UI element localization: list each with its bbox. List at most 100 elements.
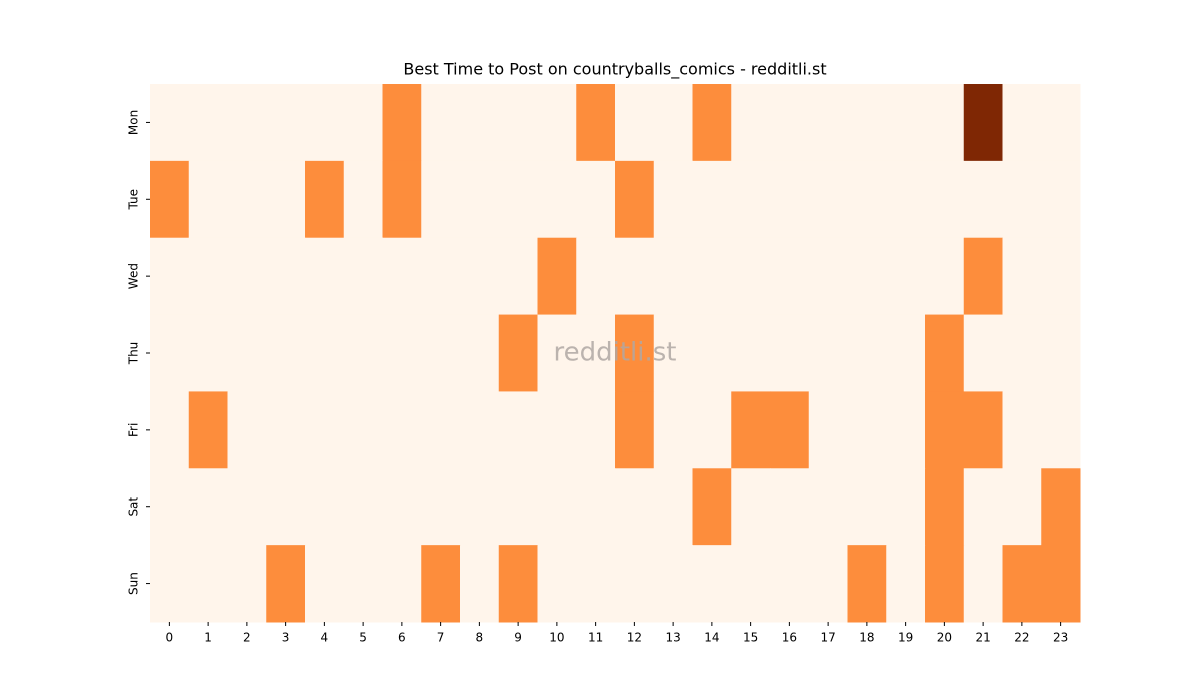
heat-cell xyxy=(808,391,848,469)
heat-cell xyxy=(925,545,965,623)
heat-cell xyxy=(188,237,228,316)
heat-cell xyxy=(1041,391,1081,469)
heat-cell xyxy=(305,237,345,316)
heat-cell xyxy=(925,84,965,162)
heat-cell xyxy=(925,314,965,392)
heat-cell xyxy=(460,160,500,239)
x-tick-label: 16 xyxy=(782,631,797,645)
heat-cell xyxy=(576,391,616,469)
heat-cell xyxy=(266,314,306,392)
heat-cell xyxy=(421,545,461,623)
heat-cell xyxy=(227,468,267,546)
heat-cell xyxy=(382,237,422,316)
heat-cell xyxy=(498,84,538,162)
heat-cell xyxy=(305,84,345,162)
heat-cell xyxy=(692,391,732,469)
heat-cell xyxy=(1002,237,1042,316)
heat-cell xyxy=(653,391,693,469)
heat-cell xyxy=(382,160,422,239)
heat-cell xyxy=(770,468,810,546)
heat-cell xyxy=(808,314,848,392)
heat-cell xyxy=(808,160,848,239)
heat-cell xyxy=(382,468,422,546)
heat-cell xyxy=(227,160,267,239)
heat-cell xyxy=(847,84,887,162)
heat-cell xyxy=(227,314,267,392)
heat-cell xyxy=(770,391,810,469)
heat-cell xyxy=(305,545,345,623)
heat-cell xyxy=(886,314,926,392)
heat-cell xyxy=(227,84,267,162)
heat-cell xyxy=(498,545,538,623)
heat-cell xyxy=(692,314,732,392)
heat-cell xyxy=(925,391,965,469)
heat-cell xyxy=(343,468,383,546)
heat-cell xyxy=(925,160,965,239)
heat-cell xyxy=(421,160,461,239)
heat-cell xyxy=(150,545,190,623)
heat-cell xyxy=(615,84,655,162)
heat-cell xyxy=(808,545,848,623)
heat-cell xyxy=(731,237,771,316)
heat-cell xyxy=(692,84,732,162)
heat-cell xyxy=(227,391,267,469)
x-tick-label: 4 xyxy=(321,631,329,645)
heat-cell xyxy=(150,237,190,316)
heat-cell xyxy=(886,84,926,162)
heat-cell xyxy=(460,545,500,623)
heat-cell xyxy=(847,468,887,546)
heat-cell xyxy=(886,391,926,469)
heat-cell xyxy=(653,314,693,392)
heat-cell xyxy=(770,237,810,316)
heat-cell xyxy=(421,237,461,316)
x-tick-label: 21 xyxy=(975,631,990,645)
y-tick-label: Sun xyxy=(127,572,141,595)
heat-cell xyxy=(615,160,655,239)
x-tick-label: 20 xyxy=(937,631,952,645)
heat-cell xyxy=(692,468,732,546)
heat-cell xyxy=(615,391,655,469)
x-tick-label: 14 xyxy=(704,631,719,645)
heat-cell xyxy=(537,391,577,469)
heat-cell xyxy=(343,160,383,239)
heat-cell xyxy=(537,545,577,623)
heat-cell xyxy=(460,391,500,469)
heat-cell xyxy=(382,314,422,392)
heat-cell xyxy=(343,545,383,623)
x-tick-label: 22 xyxy=(1014,631,1029,645)
heat-cell xyxy=(343,84,383,162)
watermark: redditli.st xyxy=(554,338,677,368)
heat-cell xyxy=(963,314,1003,392)
heat-cell xyxy=(615,545,655,623)
heat-cell xyxy=(615,237,655,316)
heat-cell xyxy=(692,237,732,316)
y-tick-label: Thu xyxy=(127,342,141,366)
heat-cell xyxy=(266,237,306,316)
heat-cell xyxy=(1041,237,1081,316)
heat-cell xyxy=(731,545,771,623)
heat-cell xyxy=(1002,545,1042,623)
heat-cell xyxy=(731,160,771,239)
heat-cell xyxy=(886,160,926,239)
x-tick-label: 5 xyxy=(359,631,367,645)
heat-cell xyxy=(305,160,345,239)
heat-cell xyxy=(808,237,848,316)
heat-cell xyxy=(615,314,655,392)
heat-cell xyxy=(188,545,228,623)
heat-cell xyxy=(1041,545,1081,623)
heat-cell xyxy=(150,84,190,162)
heat-cell xyxy=(150,468,190,546)
heat-cell xyxy=(1041,160,1081,239)
heat-cell xyxy=(227,545,267,623)
x-tick-label: 8 xyxy=(476,631,484,645)
x-tick-label: 6 xyxy=(398,631,406,645)
heat-cell xyxy=(847,314,887,392)
x-tick-label: 1 xyxy=(204,631,212,645)
heat-cell xyxy=(963,468,1003,546)
heat-cell xyxy=(343,237,383,316)
heat-cell xyxy=(498,391,538,469)
heat-cell xyxy=(1002,468,1042,546)
heat-cell xyxy=(421,391,461,469)
heat-cell xyxy=(692,160,732,239)
